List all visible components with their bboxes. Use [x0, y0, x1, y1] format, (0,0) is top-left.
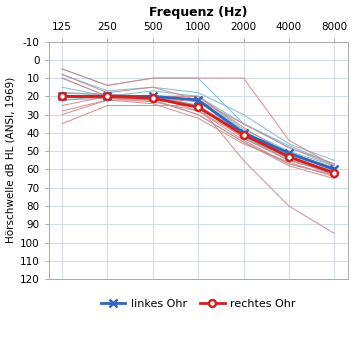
linkes Ohr — [196, 98, 200, 102]
linkes Ohr — [60, 94, 64, 98]
Y-axis label: Hörschwelle dB HL (ANSI, 1969): Hörschwelle dB HL (ANSI, 1969) — [6, 77, 16, 243]
rechtes Ohr — [196, 105, 200, 109]
Line: rechtes Ohr: rechtes Ohr — [59, 93, 338, 176]
linkes Ohr — [241, 131, 246, 135]
linkes Ohr — [105, 94, 110, 98]
rechtes Ohr — [151, 96, 155, 100]
X-axis label: Frequenz (Hz): Frequenz (Hz) — [149, 5, 247, 19]
rechtes Ohr — [332, 171, 336, 175]
linkes Ohr — [151, 94, 155, 98]
linkes Ohr — [332, 167, 336, 171]
Legend: linkes Ohr, rechtes Ohr: linkes Ohr, rechtes Ohr — [96, 294, 300, 313]
rechtes Ohr — [241, 133, 246, 137]
rechtes Ohr — [60, 94, 64, 98]
linkes Ohr — [287, 151, 291, 155]
Line: linkes Ohr: linkes Ohr — [58, 92, 338, 173]
rechtes Ohr — [105, 94, 110, 98]
rechtes Ohr — [287, 155, 291, 159]
